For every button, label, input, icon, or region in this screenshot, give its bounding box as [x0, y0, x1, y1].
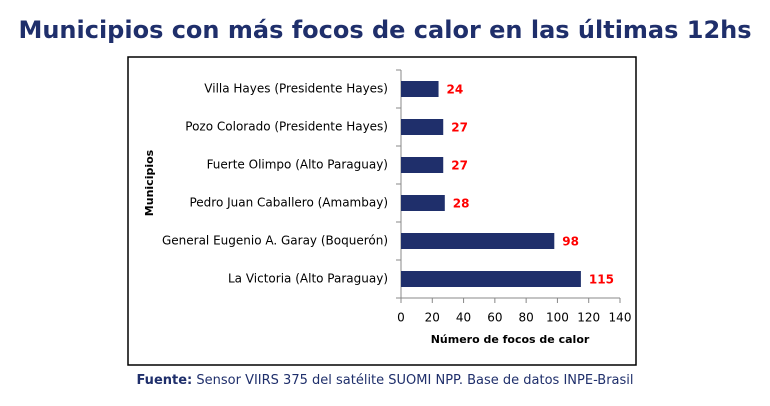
y-tick-label: Pozo Colorado (Presidente Hayes) [185, 120, 388, 134]
bar [401, 195, 445, 211]
x-tick-label: 100 [546, 311, 569, 325]
y-tick-label: La Victoria (Alto Paraguay) [228, 272, 388, 286]
x-tick-label: 40 [456, 311, 471, 325]
x-tick-label: 0 [397, 311, 405, 325]
y-tick-label: Fuerte Olimpo (Alto Paraguay) [207, 158, 388, 172]
value-label: 115 [589, 273, 614, 287]
x-axis-title: Número de focos de calor [431, 333, 590, 346]
bar [401, 233, 555, 249]
source-label: Fuente: [136, 373, 192, 388]
value-label: 28 [453, 197, 470, 211]
value-label: 27 [451, 159, 468, 173]
value-label: 24 [447, 83, 464, 97]
bar [401, 81, 439, 97]
x-tick-label: 80 [519, 311, 534, 325]
y-axis-title: Municipios [143, 149, 156, 216]
chart-frame [127, 56, 637, 366]
bar [401, 157, 444, 173]
y-tick-label: General Eugenio A. Garay (Boquerón) [162, 234, 388, 248]
x-tick-label: 120 [577, 311, 600, 325]
source: Fuente: Sensor VIIRS 375 del satélite SU… [136, 373, 633, 388]
x-tick-label: 60 [487, 311, 502, 325]
y-tick-label: Villa Hayes (Presidente Hayes) [204, 82, 388, 96]
y-tick-label: Pedro Juan Caballero (Amambay) [189, 196, 388, 210]
value-label: 98 [562, 235, 579, 249]
source-text: Sensor VIIRS 375 del satélite SUOMI NPP.… [196, 373, 633, 388]
bar [401, 119, 444, 135]
chart-title: Municipios con más focos de calor en las… [18, 16, 751, 44]
x-tick-label: 20 [425, 311, 440, 325]
value-label: 27 [451, 121, 468, 135]
bar [401, 271, 581, 287]
x-tick-label: 140 [609, 311, 632, 325]
